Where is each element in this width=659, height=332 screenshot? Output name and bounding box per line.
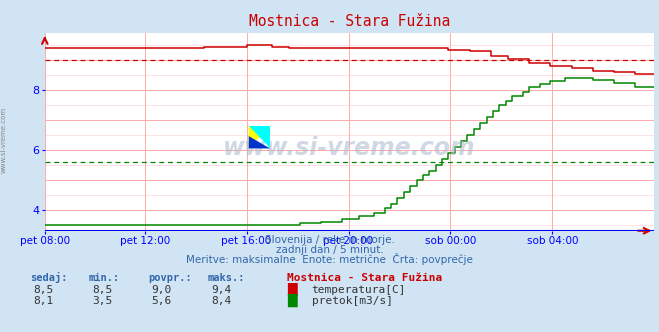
Text: 9,4: 9,4 — [211, 285, 231, 295]
Text: 8,5: 8,5 — [33, 285, 53, 295]
Text: temperatura[C]: temperatura[C] — [312, 285, 406, 295]
Text: Meritve: maksimalne  Enote: metrične  Črta: povprečje: Meritve: maksimalne Enote: metrične Črta… — [186, 253, 473, 265]
Text: min.:: min.: — [89, 273, 120, 283]
Text: █: █ — [287, 294, 297, 307]
Text: 3,5: 3,5 — [92, 296, 113, 306]
Title: Mostnica - Stara Fužina: Mostnica - Stara Fužina — [249, 14, 450, 29]
Text: 9,0: 9,0 — [152, 285, 172, 295]
Text: www.si-vreme.com: www.si-vreme.com — [0, 106, 7, 173]
Text: 5,6: 5,6 — [152, 296, 172, 306]
Text: Mostnica - Stara Fužina: Mostnica - Stara Fužina — [287, 273, 442, 283]
Text: 8,4: 8,4 — [211, 296, 231, 306]
Polygon shape — [248, 136, 270, 148]
Text: sedaj:: sedaj: — [30, 272, 67, 283]
Text: zadnji dan / 5 minut.: zadnji dan / 5 minut. — [275, 245, 384, 255]
Text: █: █ — [287, 283, 297, 296]
Text: povpr.:: povpr.: — [148, 273, 192, 283]
Polygon shape — [248, 126, 270, 148]
Text: pretok[m3/s]: pretok[m3/s] — [312, 296, 393, 306]
Text: 8,1: 8,1 — [33, 296, 53, 306]
Text: Slovenija / reke in morje.: Slovenija / reke in morje. — [264, 235, 395, 245]
Text: 8,5: 8,5 — [92, 285, 113, 295]
Polygon shape — [248, 126, 270, 148]
Text: www.si-vreme.com: www.si-vreme.com — [223, 136, 476, 160]
Text: maks.:: maks.: — [208, 273, 245, 283]
